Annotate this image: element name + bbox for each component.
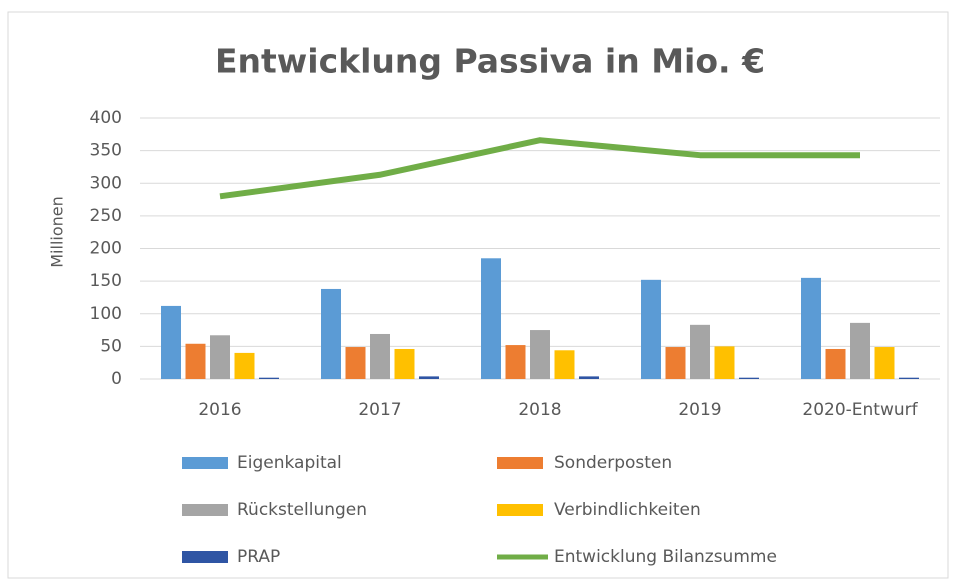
y-tick-label: 350 — [90, 141, 122, 161]
y-tick-label: 150 — [90, 271, 122, 291]
legend-marker — [182, 551, 228, 563]
bar — [210, 335, 230, 379]
y-tick-label: 400 — [90, 108, 122, 128]
legend-label: Rückstellungen — [237, 500, 367, 520]
bar — [394, 348, 415, 379]
bar — [554, 350, 575, 379]
bar — [481, 258, 501, 379]
legend-label: Entwicklung Bilanzsumme — [554, 547, 777, 567]
bar — [345, 347, 366, 379]
y-tick-label: 100 — [90, 304, 122, 324]
bar — [825, 348, 846, 379]
bar — [185, 343, 206, 379]
bar — [850, 322, 870, 379]
bar — [801, 277, 821, 379]
y-axis-label: Millionen — [48, 196, 67, 268]
y-tick-label: 200 — [90, 239, 122, 259]
y-tick-label: 0 — [111, 369, 122, 389]
y-tick-label: 250 — [90, 206, 122, 226]
chart-title: Entwicklung Passiva in Mio. € — [215, 42, 765, 81]
bar — [161, 305, 181, 379]
legend-label: Verbindlichkeiten — [554, 500, 701, 520]
y-tick-label: 50 — [100, 336, 122, 356]
bar — [641, 279, 661, 379]
bar — [690, 324, 710, 379]
legend-marker — [497, 504, 543, 516]
bar — [234, 352, 255, 379]
y-tick-label: 300 — [90, 173, 122, 193]
legend-label: Eigenkapital — [237, 453, 342, 473]
bar — [370, 333, 390, 379]
bar — [505, 345, 526, 379]
legend-marker — [182, 457, 228, 469]
legend-label: PRAP — [237, 547, 280, 567]
bar — [739, 377, 759, 379]
x-tick-label: 2018 — [518, 400, 561, 420]
x-tick-label: 2020-Entwurf — [802, 400, 918, 420]
legend-label: Sonderposten — [554, 453, 672, 473]
x-tick-label: 2016 — [198, 400, 241, 420]
bar — [419, 376, 439, 379]
bar — [714, 346, 735, 379]
bar — [579, 376, 599, 379]
legend-marker — [497, 457, 543, 469]
chart-frame — [7, 11, 949, 579]
bar — [665, 347, 686, 379]
bar — [321, 288, 341, 379]
x-tick-label: 2019 — [678, 400, 721, 420]
line-series — [219, 137, 860, 200]
legend-marker — [182, 504, 228, 516]
bar — [259, 377, 279, 379]
bar — [899, 377, 919, 379]
bar — [874, 347, 895, 379]
bar — [530, 330, 550, 379]
x-tick-label: 2017 — [358, 400, 401, 420]
